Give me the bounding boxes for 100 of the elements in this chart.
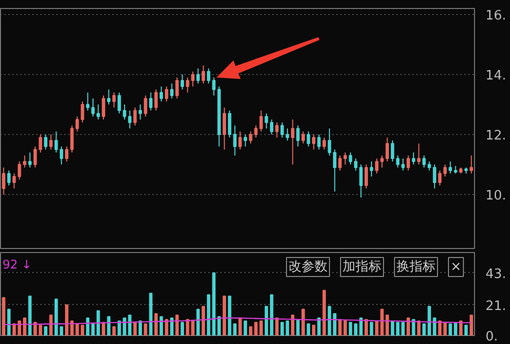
bar [422, 323, 426, 336]
bar [417, 320, 420, 336]
bar [443, 322, 447, 336]
candlestick [248, 131, 252, 144]
candlestick [306, 131, 310, 147]
candlestick [170, 83, 174, 99]
candlestick [348, 152, 352, 165]
candlestick [138, 104, 142, 120]
annotation: 92 ↓ [2, 258, 32, 272]
bar [86, 318, 90, 336]
bar [396, 322, 400, 336]
candlestick [28, 152, 32, 168]
candlestick [107, 89, 110, 105]
bar [370, 322, 374, 336]
bar [28, 296, 32, 336]
candlestick [422, 155, 426, 168]
bar [96, 310, 100, 336]
candlestick [180, 74, 184, 90]
candlestick [432, 164, 436, 189]
bar [290, 314, 294, 336]
candlestick [233, 125, 237, 156]
bar [118, 320, 121, 336]
bar [138, 320, 142, 336]
candlestick [18, 161, 22, 180]
candlestick [238, 131, 242, 150]
bar [306, 323, 310, 336]
candlestick [102, 95, 106, 120]
annotation: × [450, 260, 462, 274]
candlestick [112, 92, 116, 108]
candlestick [76, 116, 79, 132]
bar [259, 320, 263, 336]
candlestick [7, 170, 11, 186]
bar [44, 326, 48, 336]
candlestick [244, 134, 248, 147]
candlestick [222, 107, 226, 150]
bar [54, 298, 58, 336]
candlestick [386, 137, 389, 162]
candlestick [443, 164, 447, 177]
bar [128, 314, 132, 336]
candlestick [22, 155, 26, 168]
candlestick [228, 110, 232, 138]
candlestick [412, 152, 416, 165]
bar [149, 292, 152, 336]
candlestick [38, 134, 42, 153]
candlestick [212, 77, 216, 96]
bar [244, 320, 248, 336]
candlestick [144, 95, 148, 117]
candlestick [448, 161, 452, 174]
candlestick [128, 110, 132, 129]
candlestick [302, 131, 305, 144]
candlestick [322, 137, 326, 150]
candlestick [96, 104, 100, 120]
candlestick [160, 86, 163, 102]
candlestick [86, 92, 90, 111]
candlestick [80, 101, 84, 123]
bar [34, 322, 37, 336]
candlestick [133, 107, 137, 126]
bar [22, 318, 26, 336]
bar [107, 316, 110, 336]
candlestick [296, 125, 300, 147]
candlestick [370, 161, 374, 177]
bar [448, 323, 452, 336]
candlestick [380, 155, 384, 168]
candlestick [254, 125, 258, 138]
candlestick [91, 98, 95, 117]
bar [264, 306, 268, 336]
candlestick [175, 77, 179, 99]
candlestick [65, 146, 68, 162]
candlestick [196, 68, 200, 84]
candlestick [34, 146, 37, 168]
bar [38, 324, 42, 336]
bar [312, 324, 316, 336]
candlestick [401, 158, 405, 171]
bar [406, 318, 410, 336]
bar [333, 313, 336, 336]
candlestick [286, 128, 290, 141]
bar [364, 318, 368, 336]
bar [7, 308, 11, 336]
bar [222, 296, 226, 336]
bar [464, 324, 468, 336]
candlestick [364, 164, 368, 189]
candlestick [270, 119, 274, 135]
candlestick [264, 113, 268, 129]
candlestick [359, 164, 363, 198]
y-tick-label: 14. [486, 68, 506, 84]
candlestick [317, 134, 321, 150]
bar [217, 316, 221, 336]
candlestick [206, 68, 210, 84]
candlestick [2, 167, 6, 195]
bar [386, 314, 389, 336]
bar [175, 314, 179, 336]
candlestick [154, 89, 158, 111]
candlestick [290, 119, 294, 165]
y-tick-label: 16. [486, 8, 506, 24]
bar [144, 323, 148, 336]
candlestick [149, 92, 152, 111]
candlestick [44, 134, 48, 150]
y-tick-label: 0. [486, 330, 498, 344]
bar [454, 322, 458, 336]
candlestick [333, 149, 336, 192]
